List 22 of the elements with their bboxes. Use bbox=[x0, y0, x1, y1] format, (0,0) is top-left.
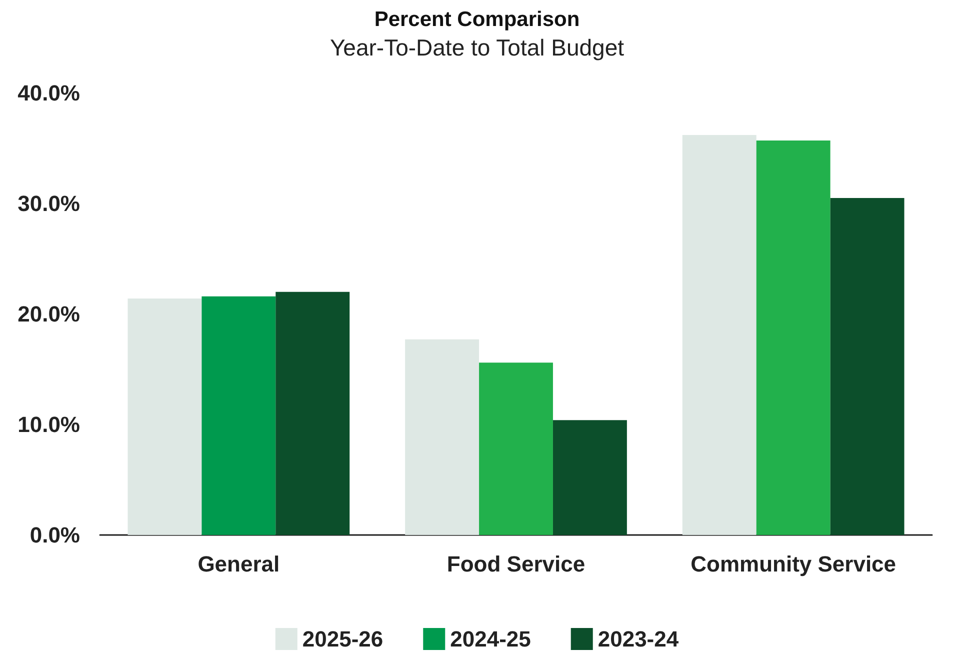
legend-label: 2023-24 bbox=[598, 626, 680, 652]
bar bbox=[276, 292, 350, 535]
bar bbox=[479, 362, 553, 535]
y-tick-label: 30.0% bbox=[18, 191, 80, 216]
legend-label: 2024-25 bbox=[450, 626, 531, 652]
x-tick-label: Community Service bbox=[690, 552, 896, 576]
y-tick-label: 10.0% bbox=[18, 412, 80, 437]
x-tick-label: General bbox=[198, 552, 280, 576]
bar bbox=[128, 298, 202, 535]
chart-subtitle: Year-To-Date to Total Budget bbox=[330, 34, 625, 60]
bar bbox=[552, 420, 627, 535]
bar bbox=[830, 198, 904, 535]
bar bbox=[202, 296, 276, 535]
y-tick-label: 20.0% bbox=[18, 302, 80, 326]
legend-label: 2025-26 bbox=[302, 626, 384, 652]
bar bbox=[756, 140, 830, 535]
x-tick-label: Food Service bbox=[446, 552, 586, 576]
bar bbox=[405, 339, 480, 535]
y-tick-label: 0.0% bbox=[30, 522, 80, 548]
chart-title: Percent Comparison bbox=[374, 8, 580, 31]
y-tick-label: 40.0% bbox=[18, 80, 80, 106]
bar bbox=[682, 134, 756, 535]
